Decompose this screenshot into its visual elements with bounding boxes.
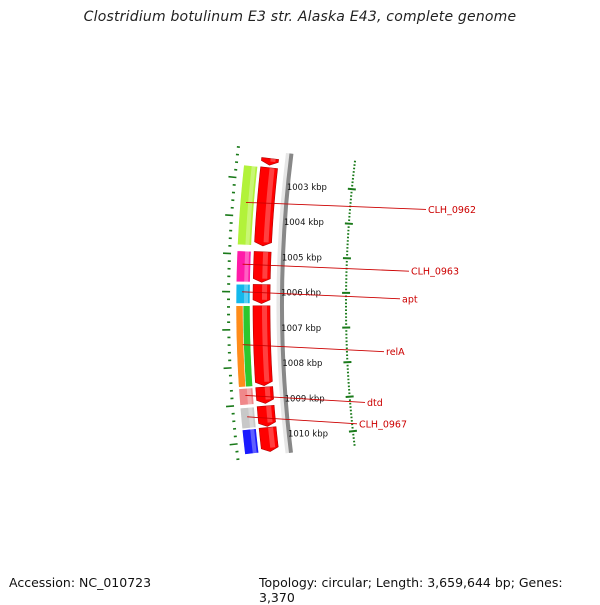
forward-strand-arrow — [253, 251, 271, 282]
accession-label: Accession: NC_010723 — [9, 575, 151, 590]
ruler-label: 1005 kbp — [282, 253, 322, 263]
gene-label: CLH_0967 — [359, 419, 407, 430]
gene-label: relA — [386, 347, 405, 358]
gene-label: apt — [402, 294, 418, 305]
forward-strand-arrow — [261, 157, 278, 165]
ruler-label: 1008 kbp — [282, 359, 322, 369]
inner-tick — [230, 444, 238, 445]
inner-tick — [225, 215, 233, 216]
forward-strand-arrow — [256, 387, 274, 404]
forward-strand-highlight — [270, 159, 275, 163]
major-tick — [348, 189, 356, 190]
inner-tick — [228, 177, 236, 178]
ruler-label: 1004 kbp — [284, 218, 324, 228]
gene-label: CLH_0962 — [428, 205, 476, 216]
ruler-label: 1007 kbp — [281, 324, 321, 334]
ruler-label: 1010 kbp — [288, 429, 328, 439]
gene-label: CLH_0963 — [411, 267, 459, 278]
forward-strand-arrow — [253, 284, 270, 303]
topology-summary: Topology: circular; Length: 3,659,644 bp… — [259, 575, 600, 605]
gene-label: dtd — [367, 398, 383, 409]
forward-strand-highlight — [262, 285, 267, 300]
ruler-label: 1003 kbp — [287, 183, 327, 193]
major-tick — [346, 396, 354, 397]
forward-strand-highlight — [265, 387, 271, 400]
gene-block-highlight — [244, 284, 248, 303]
major-tick — [349, 431, 357, 432]
major-tick — [345, 223, 353, 224]
inner-tick — [226, 406, 234, 407]
